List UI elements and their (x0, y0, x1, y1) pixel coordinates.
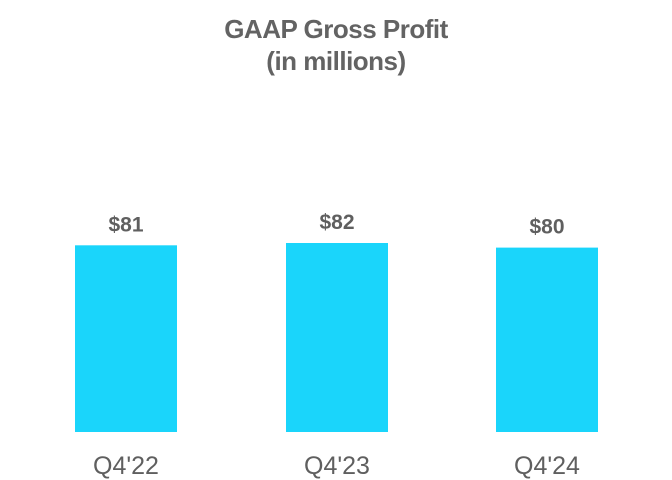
data-label-2: $80 (529, 216, 564, 239)
bar-1 (286, 243, 388, 432)
x-tick-label-0: Q4'22 (93, 452, 159, 480)
x-tick-label-1: Q4'23 (304, 452, 370, 480)
x-axis-ticks: Q4'22 Q4'23 Q4'24 (93, 452, 580, 480)
chart-subtitle: (in millions) (266, 46, 406, 76)
chart-title: GAAP Gross Profit (224, 14, 448, 44)
data-label-0: $81 (108, 213, 143, 236)
x-tick-label-2: Q4'24 (514, 452, 580, 480)
bar-0 (75, 245, 177, 432)
bar-2 (496, 247, 598, 432)
bars-group (75, 243, 598, 432)
data-labels-group: $81 $82 $80 (108, 211, 564, 239)
data-label-1: $82 (319, 211, 354, 234)
